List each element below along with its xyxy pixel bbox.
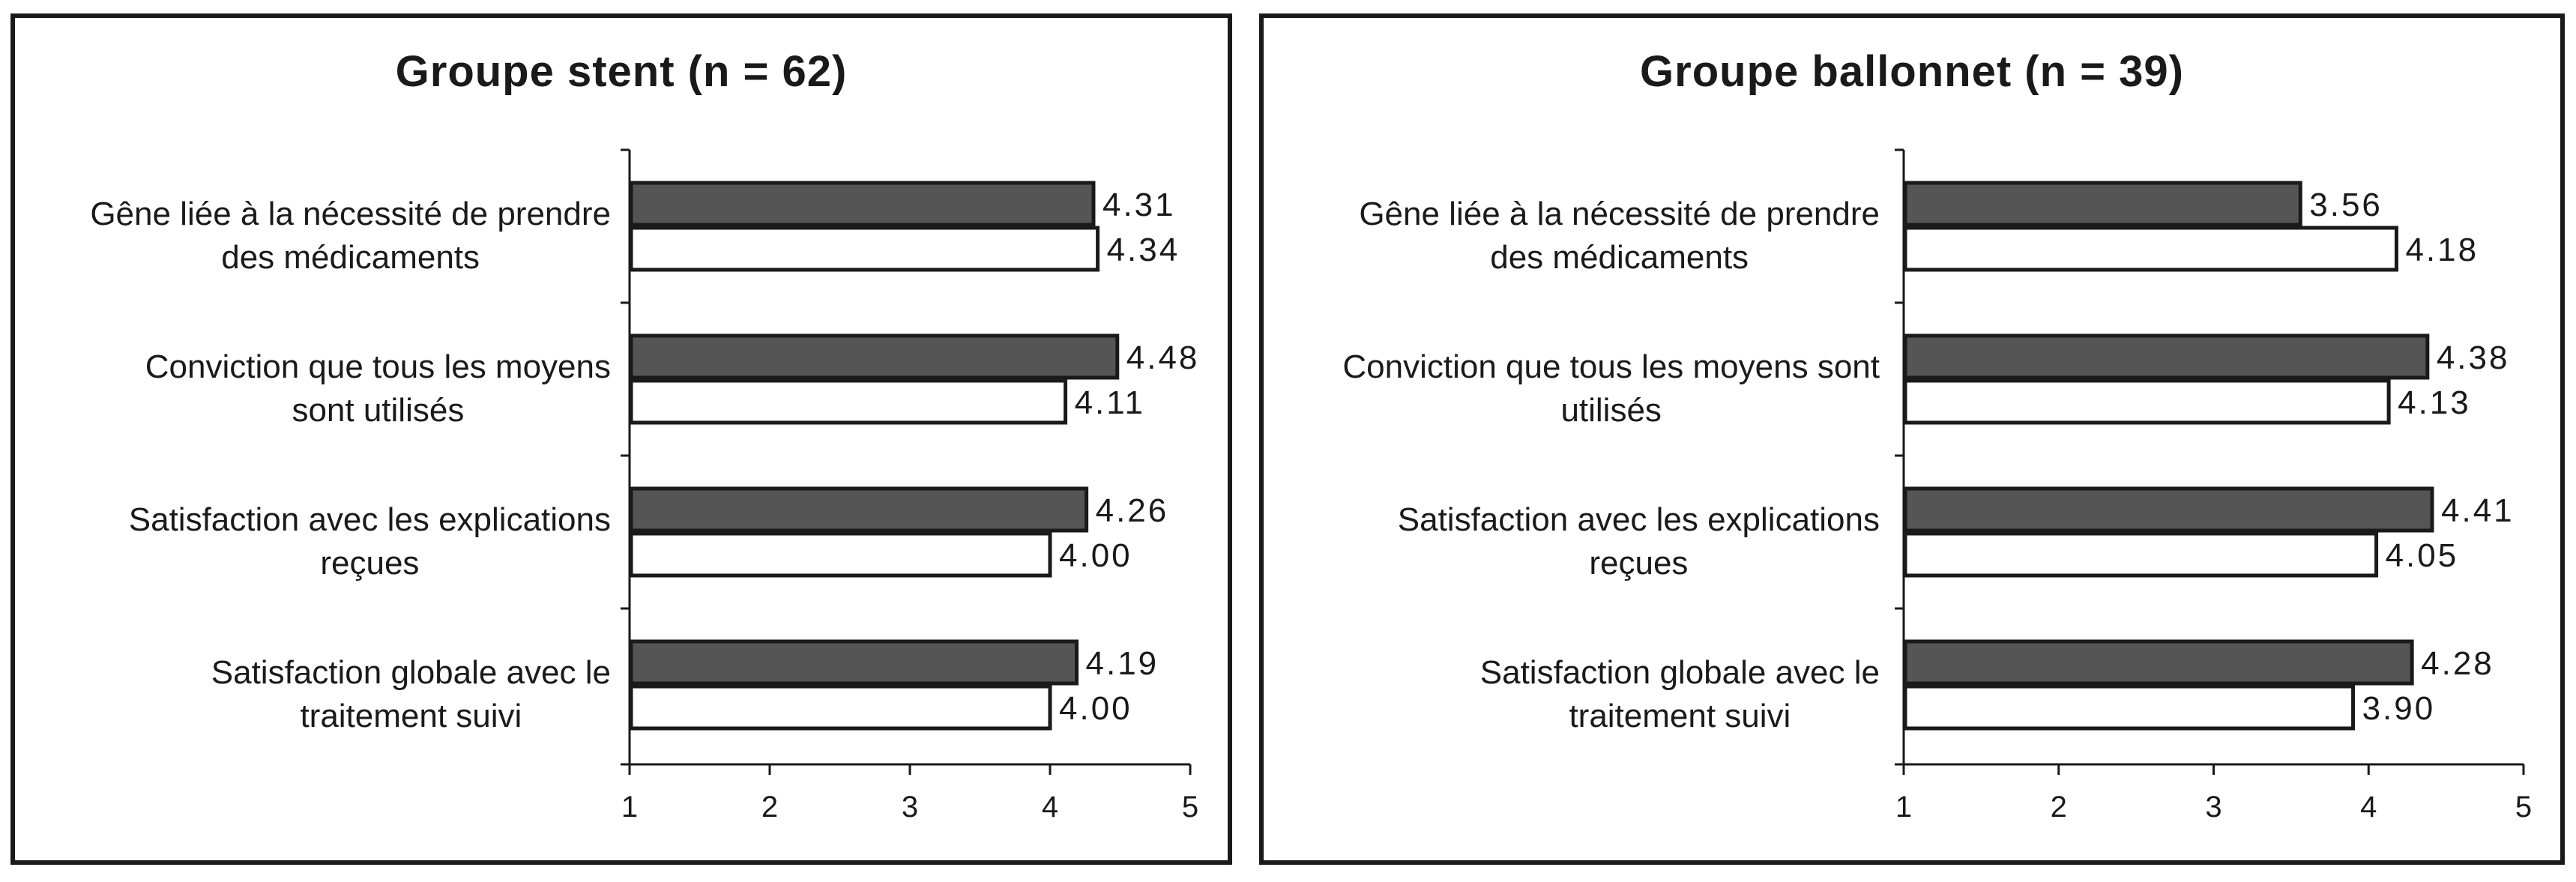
- category-label: Conviction que tous les moyens sont: [1342, 348, 1880, 385]
- bar: [1903, 531, 2379, 578]
- category-label: traitement suivi: [1569, 698, 1791, 734]
- value-label: 4.11: [1075, 384, 1145, 421]
- value-label: 4.26: [1096, 492, 1169, 529]
- category-label: Gêne liée à la nécessité de prendre: [90, 196, 611, 232]
- bar: [629, 226, 1100, 272]
- x-tick-label: 1: [621, 791, 638, 824]
- bar: [1903, 639, 2414, 686]
- value-label: 4.41: [2441, 492, 2515, 529]
- chart-title: Groupe stent (n = 62): [395, 47, 848, 96]
- bar: [1903, 378, 2391, 425]
- category-label: reçues: [320, 545, 419, 582]
- category-label: sont utilisés: [292, 392, 464, 429]
- category-label: Satisfaction globale avec le: [1480, 654, 1880, 691]
- x-tick-label: 5: [1182, 791, 1198, 824]
- category-label: Gêne liée à la nécessité de prendre: [1359, 196, 1880, 232]
- x-tick-label: 2: [761, 791, 778, 824]
- value-label: 4.05: [2386, 537, 2459, 574]
- category-label: Satisfaction avec les explications: [1398, 501, 1880, 538]
- category-label: des médicaments: [1490, 239, 1749, 276]
- bar: [629, 333, 1120, 380]
- x-tick-label: 4: [1042, 791, 1058, 824]
- value-label: 4.00: [1059, 537, 1132, 574]
- category-label: utilisés: [1560, 392, 1662, 429]
- bar: [1903, 486, 2434, 533]
- value-label: 4.31: [1103, 187, 1176, 223]
- category-label: Satisfaction avec les explications: [129, 501, 611, 538]
- bar: [629, 531, 1052, 578]
- value-label: 4.28: [2421, 645, 2494, 682]
- x-tick-label: 3: [902, 791, 918, 824]
- value-label: 4.38: [2437, 339, 2510, 376]
- chart-title: Groupe ballonnet (n = 39): [1640, 47, 2184, 96]
- value-label: 4.34: [1107, 232, 1180, 268]
- value-label: 4.48: [1126, 339, 1200, 376]
- bar: [1903, 684, 2356, 731]
- category-label: Satisfaction globale avec le: [211, 654, 611, 691]
- value-label: 3.90: [2362, 690, 2436, 727]
- bar: [1903, 226, 2398, 272]
- value-label: 4.19: [1086, 645, 1159, 682]
- value-label: 4.00: [1059, 690, 1132, 727]
- x-tick-label: 2: [2051, 791, 2067, 824]
- bar: [629, 181, 1096, 227]
- chart-stent: 1 2 3 4 5 4.31 4.34 Gêne liée à la nécessité de…: [90, 148, 1200, 824]
- category-label: traitement suivi: [300, 698, 522, 734]
- x-tick-label: 1: [1895, 791, 1912, 824]
- chart-panel-ballonnet: Groupe ballonnet (n = 39) 1 2 3 4 5 3.56 4.18 G…: [1259, 13, 2565, 865]
- x-tick-label: 5: [2515, 791, 2532, 824]
- category-label: reçues: [1589, 545, 1688, 582]
- value-label: 4.13: [2398, 384, 2471, 421]
- value-label: 3.56: [2309, 187, 2383, 223]
- value-label: 4.18: [2405, 232, 2479, 268]
- bar: [629, 378, 1068, 425]
- bar: [1903, 181, 2302, 227]
- category-label: des médicaments: [221, 239, 480, 276]
- x-tick-label: 3: [2205, 791, 2221, 824]
- bar: [629, 684, 1052, 731]
- bar: [1903, 333, 2430, 380]
- category-label: Conviction que tous les moyens: [145, 348, 611, 385]
- bar: [629, 639, 1079, 686]
- chart-panel-stent: Groupe stent (n = 62) 1 2 3 4 5 4.31 4.34 Gêne …: [10, 13, 1232, 865]
- x-tick-label: 4: [2360, 791, 2377, 824]
- bar: [629, 486, 1089, 533]
- chart-ballonnet: 1 2 3 4 5 3.56 4.18 Gêne liée à la nécessité de…: [1342, 148, 2532, 824]
